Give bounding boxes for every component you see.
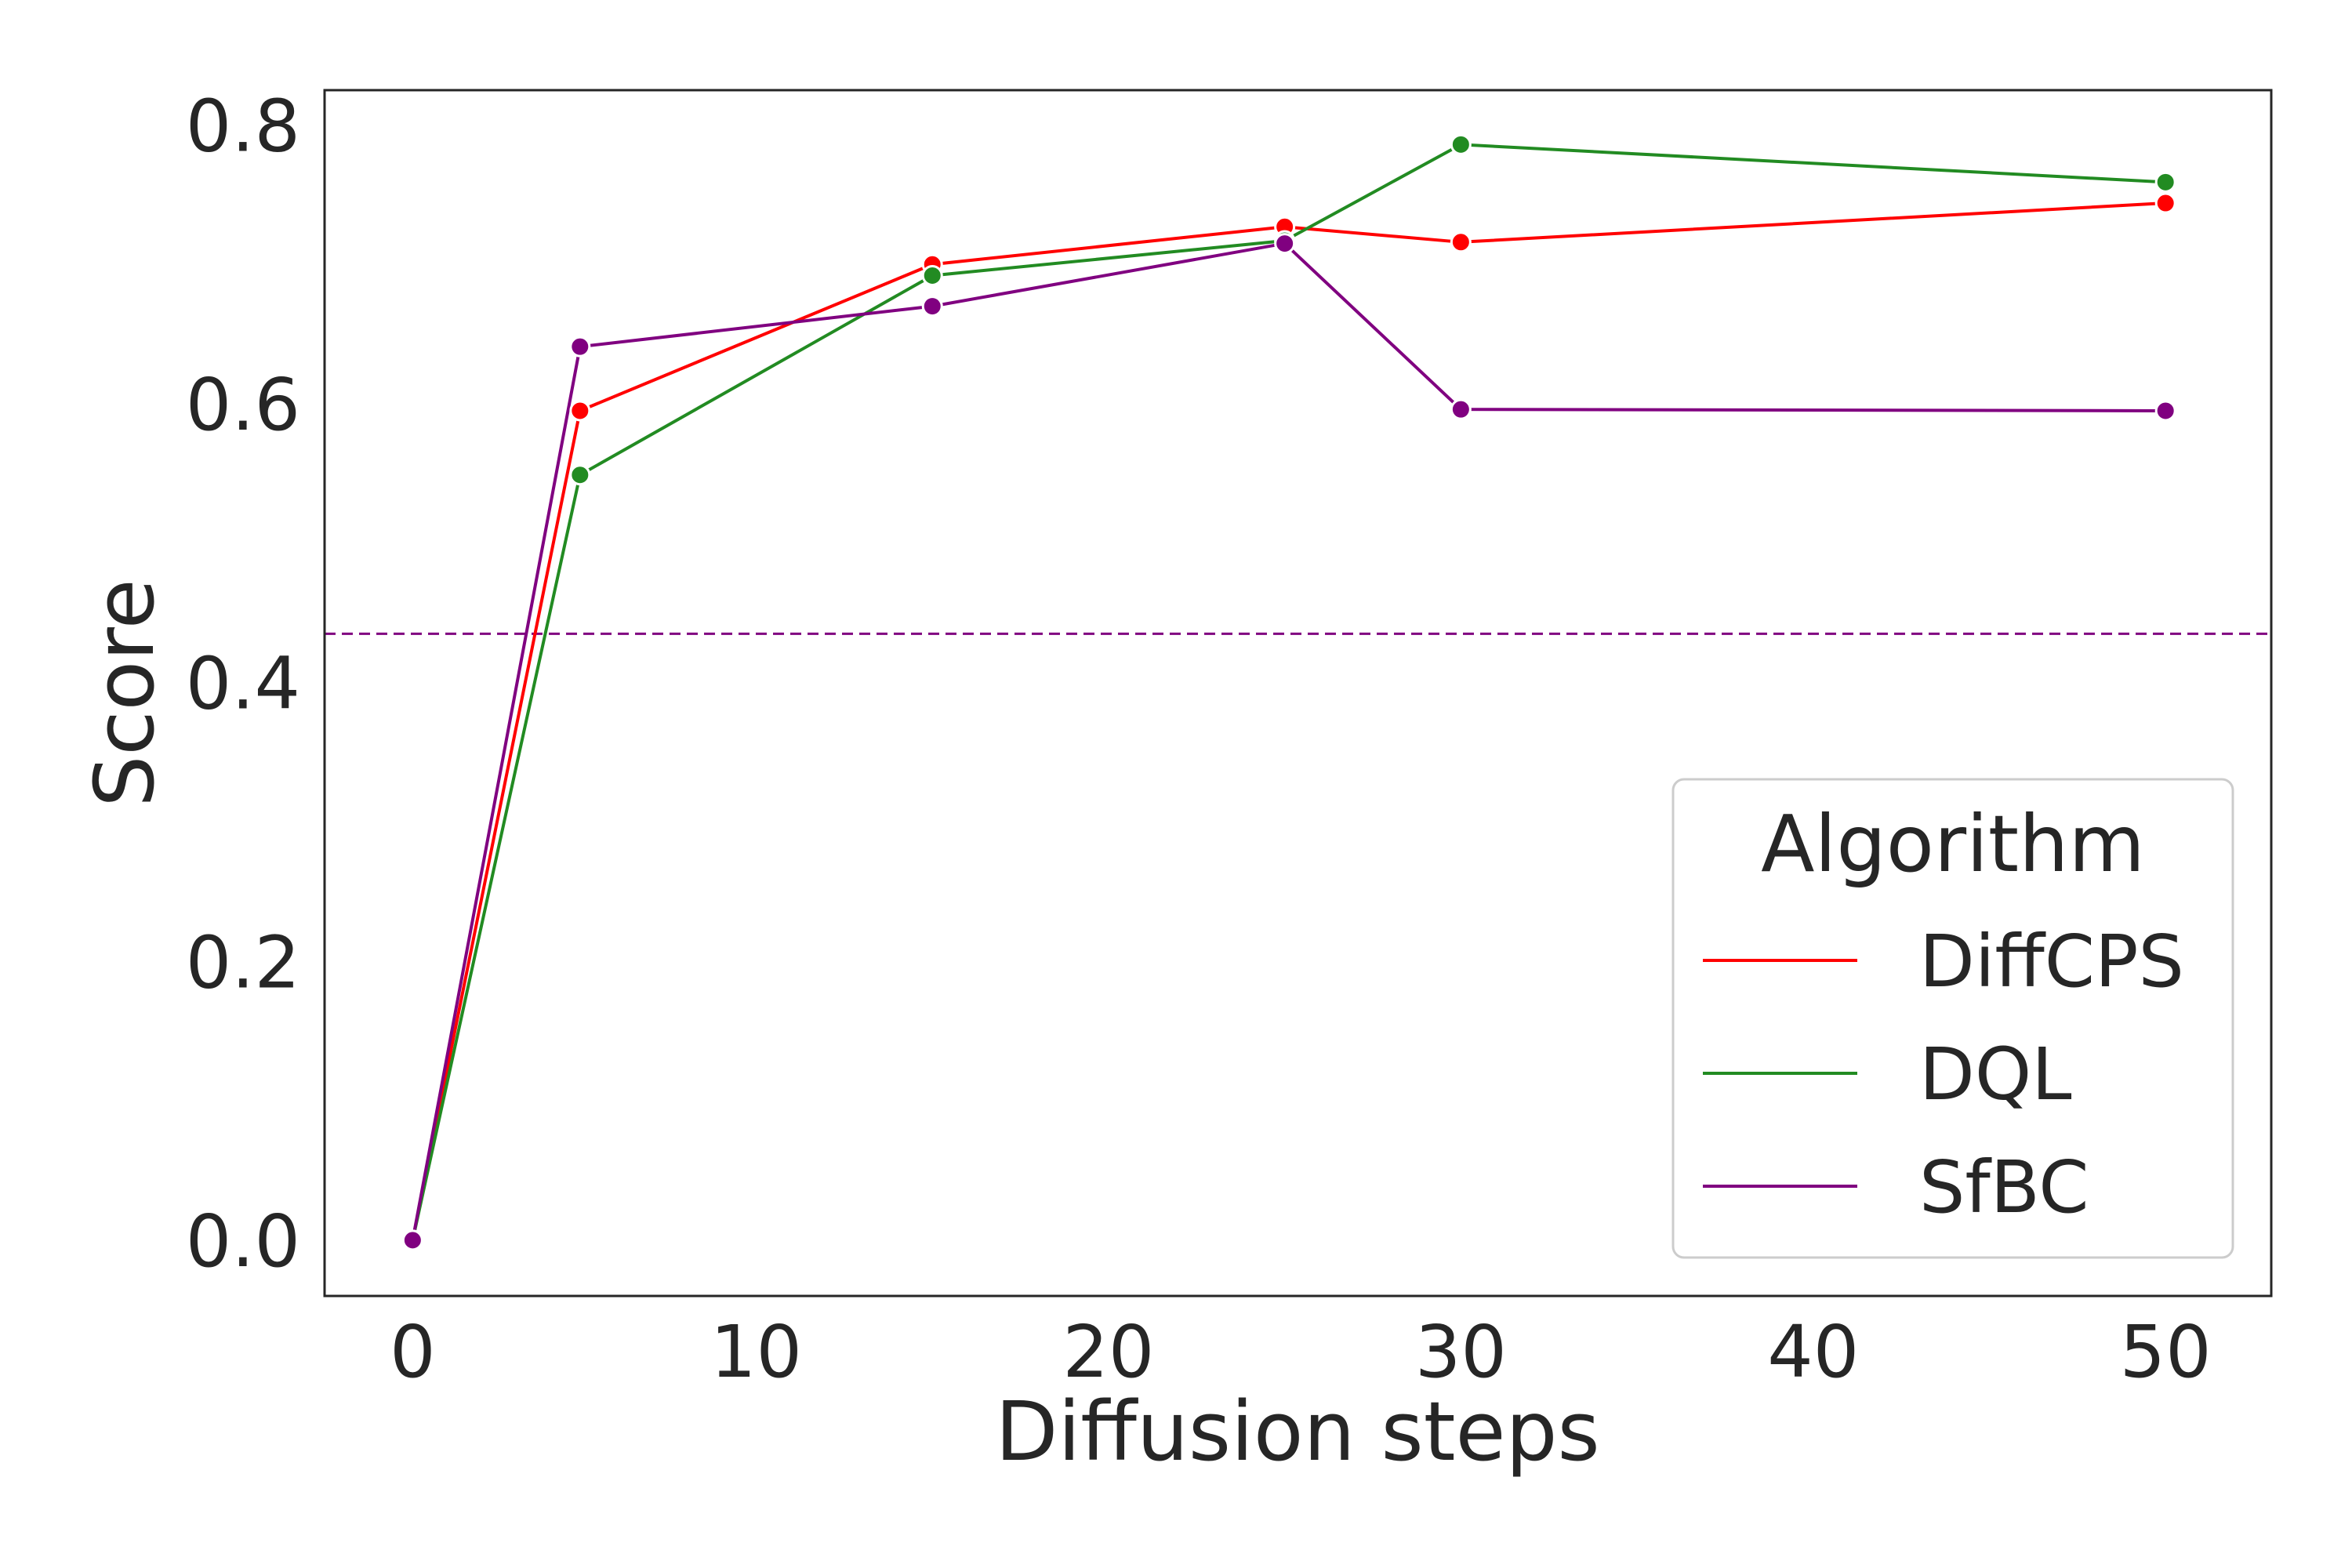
y-axis-title: Score	[77, 579, 172, 807]
data-point-dql	[1450, 133, 1472, 155]
data-point-dql	[2154, 171, 2176, 193]
x-tick-label: 50	[2120, 1310, 2212, 1394]
data-point-diffcps	[2154, 192, 2176, 214]
legend: Algorithm DiffCPS DQL SfBC	[1671, 778, 2234, 1259]
series-line-diffcps	[411, 201, 2166, 1241]
data-point-sfbc	[2154, 400, 2176, 422]
series-line-dql	[411, 143, 2166, 1241]
x-axis-ticks: 0 10 20 30 40 50	[390, 1310, 2212, 1394]
y-tick-label: 0.4	[186, 642, 300, 726]
plot-area-frame	[323, 89, 2273, 1298]
y-tick-label: 0.6	[186, 363, 300, 447]
data-point-sfbc	[921, 296, 943, 318]
legend-label-dql: DQL	[1919, 1033, 2072, 1116]
legend-title: Algorithm	[1761, 798, 2145, 890]
data-point-diffcps	[1450, 231, 1472, 253]
series-layer	[325, 133, 2271, 1251]
data-point-sfbc	[1274, 233, 1296, 255]
data-point-sfbc	[1450, 398, 1472, 420]
y-tick-label: 0.2	[186, 920, 300, 1004]
x-tick-label: 30	[1415, 1310, 1507, 1394]
legend-box	[1671, 778, 2234, 1259]
x-tick-label: 20	[1062, 1310, 1154, 1394]
y-tick-label: 0.8	[186, 84, 300, 168]
data-point-dql	[569, 464, 591, 486]
x-axis-title: Diffusion steps	[995, 1384, 1599, 1479]
legend-label-sfbc: SfBC	[1919, 1145, 2089, 1229]
legend-entries: DiffCPS DQL SfBC	[1703, 920, 2184, 1229]
data-point-sfbc	[569, 336, 591, 358]
data-point-diffcps	[569, 400, 591, 422]
x-tick-label: 40	[1767, 1310, 1859, 1394]
data-point-sfbc	[401, 1229, 423, 1251]
y-tick-label: 0.0	[186, 1200, 300, 1283]
y-axis-ticks: 0.0 0.2 0.4 0.6 0.8	[186, 84, 300, 1283]
x-tick-label: 0	[390, 1310, 436, 1394]
series-line-sfbc	[411, 241, 2166, 1241]
legend-label-diffcps: DiffCPS	[1919, 920, 2184, 1004]
data-point-dql	[921, 264, 943, 286]
x-tick-label: 10	[710, 1310, 802, 1394]
